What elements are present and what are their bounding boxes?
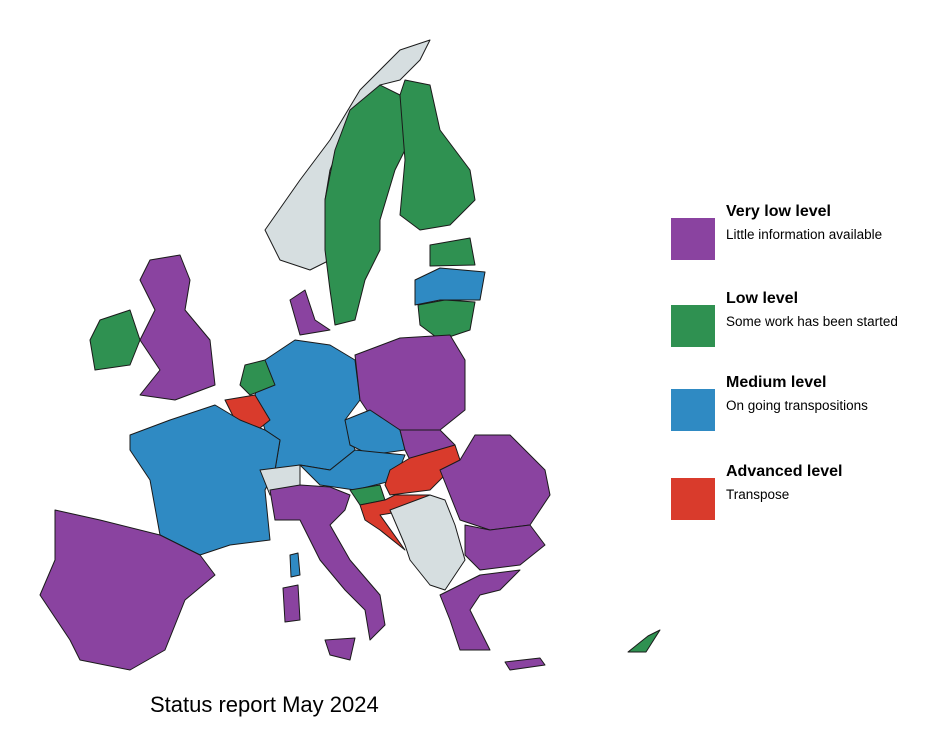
estonia xyxy=(429,237,476,267)
crete xyxy=(504,657,546,671)
legend-description: On going transpositions xyxy=(726,398,868,413)
finland xyxy=(399,79,476,231)
greece xyxy=(439,569,521,651)
legend-swatch xyxy=(671,305,715,347)
legend-swatch xyxy=(671,389,715,431)
legend-description: Some work has been started xyxy=(726,314,898,329)
legend-swatch xyxy=(671,218,715,260)
norway xyxy=(264,39,431,271)
legend-title: Advanced level xyxy=(726,463,843,480)
legend-title: Low level xyxy=(726,290,798,307)
spain-portugal xyxy=(39,509,216,671)
united-kingdom xyxy=(139,254,216,401)
netherlands xyxy=(239,359,276,396)
legend: Very low level Little information availab… xyxy=(671,203,898,520)
corsica xyxy=(289,552,301,578)
lithuania xyxy=(417,299,476,341)
caption: Status report May 2024 xyxy=(150,692,379,717)
italy xyxy=(269,484,386,641)
sweden xyxy=(324,84,411,326)
legend-description: Little information available xyxy=(726,227,882,242)
denmark xyxy=(289,289,331,336)
legend-title: Medium level xyxy=(726,374,826,391)
poland xyxy=(354,334,466,431)
legend-swatch xyxy=(671,478,715,520)
sardinia xyxy=(282,584,301,623)
cyprus xyxy=(627,629,661,653)
ireland xyxy=(89,309,141,371)
bulgaria xyxy=(464,524,546,571)
legend-title: Very low level xyxy=(726,203,831,220)
sicily xyxy=(324,637,356,661)
legend-description: Transpose xyxy=(726,487,789,502)
europe-map xyxy=(39,39,661,671)
latvia xyxy=(414,267,486,306)
romania xyxy=(439,434,551,531)
western-balkans xyxy=(389,494,466,591)
france xyxy=(129,404,281,556)
